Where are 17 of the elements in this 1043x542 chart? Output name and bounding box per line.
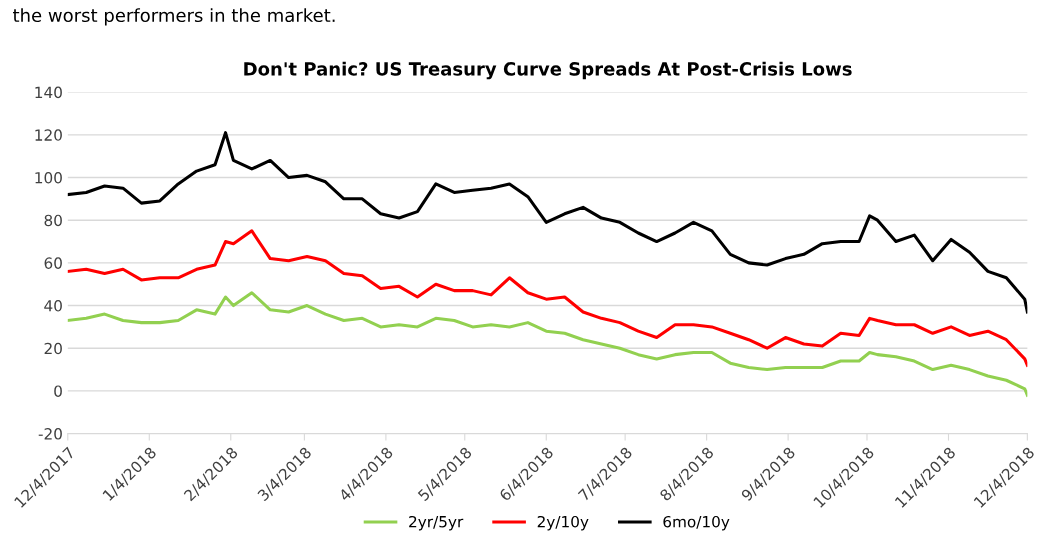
line-series (67, 291, 1028, 397)
y-tick-label: 120 (35, 129, 62, 141)
legend-label: 2yr/5yr (409, 515, 464, 531)
y-tick-label: -20 (38, 428, 62, 440)
y-tick-label: 80 (44, 214, 62, 227)
y-tick-label: 20 (44, 342, 62, 355)
y-tick-label: 0 (54, 385, 62, 397)
chart-title: Don't Panic? US Treasury Curve Spreads At Post-Crisis Lows (244, 61, 852, 80)
line-series (67, 131, 1028, 314)
legend-label: 6mo/10y (663, 515, 730, 531)
y-tick-label: 140 (35, 86, 62, 99)
legend-label: 2y/10y (537, 515, 589, 531)
line-series (67, 229, 1028, 367)
y-tick-label: 100 (35, 171, 62, 184)
text: the worst performers in the market. (13, 8, 335, 26)
y-tick-label: 60 (44, 257, 62, 269)
y-tick-label: 40 (44, 300, 62, 312)
